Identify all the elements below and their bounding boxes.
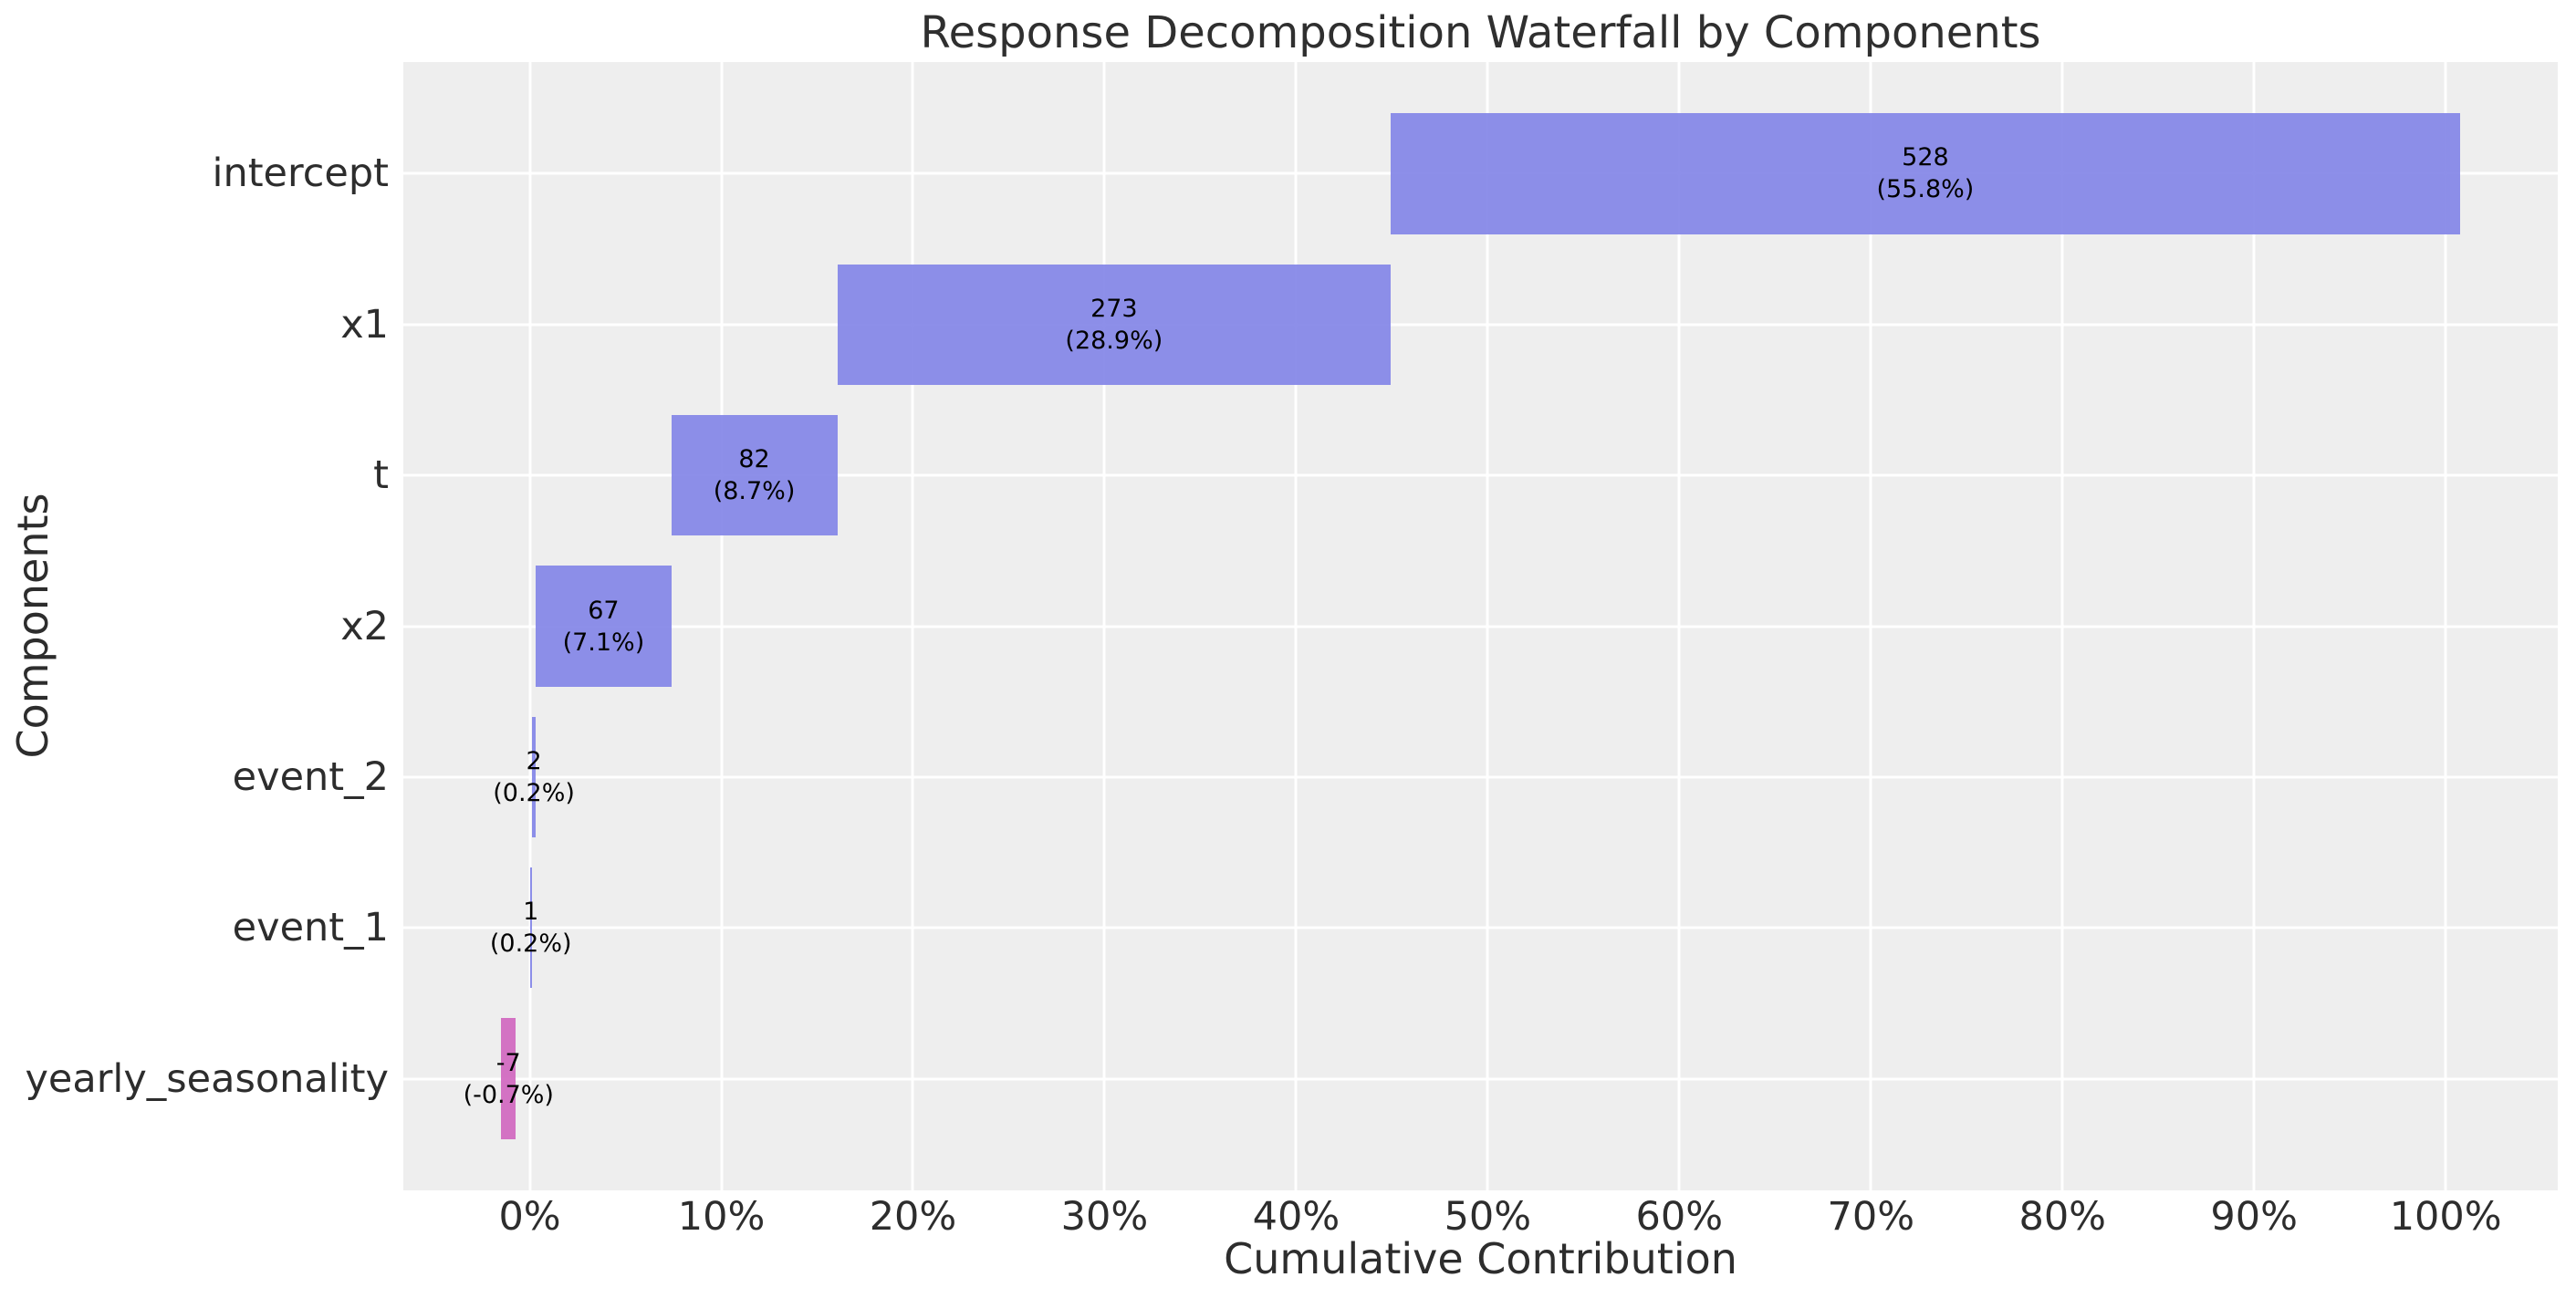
bar-value-label: 1 [523,898,539,927]
bar-pct-label: (-0.7%) [463,1080,554,1109]
y-tick-label-x2: x2 [340,603,389,649]
bar-label-x1: 273 (28.9%) [1065,293,1163,357]
bar-value-label: 82 [738,445,770,474]
y-gridline [403,323,2558,327]
y-gridline [403,625,2558,628]
x-tick-label: 50% [1444,1194,1532,1240]
x-tick-label: 70% [1827,1194,1915,1240]
bar-pct-label: (0.2%) [489,929,572,959]
plot-area: 528 (55.8%) 273 (28.9%) 82 (8.7%) 67 (7.1%) 2 (0.… [403,62,2558,1190]
bar-pct-label: (8.7%) [713,477,796,506]
waterfall-bar-event_1 [529,867,532,989]
bar-label-t: 82 (8.7%) [714,443,796,507]
bar-value-label: 273 [1090,294,1138,323]
waterfall-bar-x2 [536,566,672,687]
chart-title: Response Decomposition Waterfall by Comp… [920,7,2041,58]
y-axis-label: Components [8,493,57,759]
x-tick-label: 100% [2389,1194,2502,1240]
y-tick-label-intercept: intercept [212,151,390,197]
x-axis-label: Cumulative Contribution [1224,1234,1737,1283]
y-gridline [403,775,2558,779]
x-tick-label: 80% [2018,1194,2107,1240]
y-gridline [403,473,2558,477]
bar-label-event_1: 1 (0.2%) [490,896,572,960]
bar-label-event_2: 2 (0.2%) [493,745,575,809]
x-tick-label: 0% [498,1194,561,1240]
waterfall-bar-t [671,414,838,536]
y-tick-label-t: t [373,452,389,499]
x-tick-label: 20% [869,1194,957,1240]
waterfall-bar-intercept [1391,113,2460,234]
waterfall-bar-x1 [837,264,1392,385]
bar-pct-label: (0.2%) [493,778,575,807]
x-tick-label: 40% [1252,1194,1340,1240]
bar-value-label: 2 [526,746,542,775]
y-tick-label-x1: x1 [340,301,389,348]
y-tick-label-event_1: event_1 [232,905,389,951]
bar-pct-label: (28.9%) [1065,326,1163,355]
bar-label-intercept: 528 (55.8%) [1877,141,1975,205]
bar-pct-label: (7.1%) [562,628,645,657]
bar-value-label: 67 [588,596,620,625]
y-tick-label-event_2: event_2 [232,753,389,800]
x-tick-label: 30% [1060,1194,1149,1240]
y-gridline [403,1077,2558,1081]
bar-value-label: 528 [1902,143,1949,172]
x-tick-label: 60% [1635,1194,1724,1240]
bar-label-x2: 67 (7.1%) [563,595,645,659]
bar-pct-label: (55.8%) [1876,175,1975,204]
x-tick-label: 90% [2210,1194,2298,1240]
x-tick-label: 10% [677,1194,766,1240]
waterfall-bar-yearly_seasonality [501,1018,516,1139]
y-gridline [403,926,2558,929]
y-tick-label-yearly_seasonality: yearly_seasonality [25,1055,389,1102]
bar-label-yearly_seasonality: -7 (-0.7%) [464,1047,554,1111]
waterfall-bar-event_2 [531,716,537,838]
bar-value-label: -7 [495,1048,521,1077]
